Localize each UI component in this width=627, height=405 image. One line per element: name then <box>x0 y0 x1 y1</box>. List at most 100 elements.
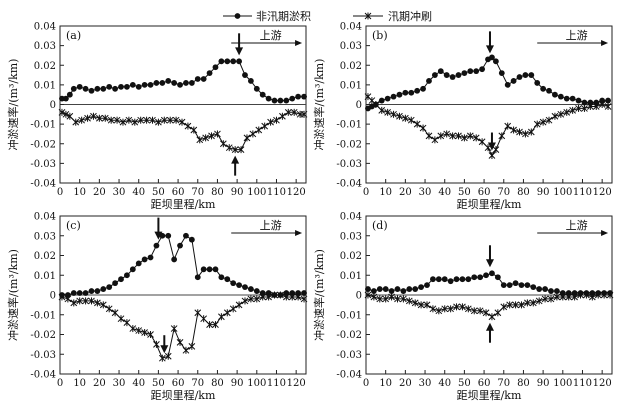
data-point <box>545 116 553 124</box>
data-point <box>82 85 89 92</box>
data-point <box>241 297 249 305</box>
data-point <box>431 72 438 78</box>
data-point <box>117 315 125 323</box>
data-point <box>461 134 468 142</box>
data-point <box>124 272 130 279</box>
data-point <box>283 97 290 104</box>
peak-arrow-head <box>485 259 494 268</box>
legend-item-non-flood-deposition: 非汛期淤积 <box>223 10 311 23</box>
data-point <box>482 309 490 317</box>
data-point <box>188 236 195 243</box>
x-tick-label: 120 <box>593 378 612 389</box>
x-tick-label: 110 <box>573 187 592 198</box>
y-tick-label: 0.04 <box>340 212 362 223</box>
data-point <box>518 282 525 289</box>
data-point <box>206 266 213 273</box>
data-point <box>400 295 407 303</box>
y-tick-label: 0.02 <box>34 251 56 262</box>
y-axis-label: 冲淤速率/(m³/km) <box>312 59 326 151</box>
data-point <box>155 118 162 126</box>
data-point <box>435 307 443 315</box>
data-point <box>289 95 296 102</box>
x-tick-label: 120 <box>287 187 306 198</box>
data-point <box>255 126 263 134</box>
data-point <box>212 266 219 273</box>
data-point <box>426 78 432 84</box>
peak-arrow-head <box>485 322 494 331</box>
peak-arrow <box>231 155 240 176</box>
peak-arrow <box>485 31 494 54</box>
data-point <box>131 118 139 126</box>
data-point <box>411 299 419 307</box>
x-axis-label: 距坝里程/km <box>151 197 216 211</box>
y-tick-label: -0.02 <box>336 139 362 150</box>
data-point <box>78 116 86 124</box>
x-tick-label: 90 <box>537 378 550 389</box>
upstream-arrow-head <box>601 40 609 46</box>
data-point <box>76 290 83 296</box>
data-point <box>581 99 588 106</box>
data-point <box>64 295 72 303</box>
data-point <box>249 130 257 138</box>
data-point <box>129 81 136 88</box>
data-point <box>376 286 383 292</box>
x-tick-label: 30 <box>419 378 432 389</box>
data-point <box>488 313 496 321</box>
data-point <box>294 293 302 301</box>
data-point <box>147 331 154 338</box>
data-point <box>218 274 225 281</box>
data-point <box>516 74 523 80</box>
data-point <box>575 97 582 104</box>
y-tick-label: -0.04 <box>336 370 362 381</box>
x-tick-label: 120 <box>287 378 306 389</box>
data-point <box>88 87 95 94</box>
data-point <box>551 112 559 120</box>
data-point <box>301 290 307 296</box>
data-point <box>594 291 602 299</box>
data-point <box>569 106 576 114</box>
peak-arrow-head <box>154 231 163 240</box>
data-point <box>455 72 462 78</box>
upstream-arrow-head <box>295 230 303 236</box>
y-tick-label: 0.01 <box>340 271 362 282</box>
peak-arrow <box>487 132 496 151</box>
data-point <box>470 307 478 315</box>
data-point <box>388 293 395 301</box>
x-tick-label: 70 <box>191 378 204 389</box>
data-point <box>172 116 180 124</box>
data-point <box>259 290 266 296</box>
x-tick-label: 90 <box>231 187 244 198</box>
panel-label: (a) <box>66 29 81 42</box>
data-point <box>370 293 378 301</box>
x-tick-label: 70 <box>497 187 510 198</box>
data-point <box>489 54 495 61</box>
data-point <box>598 101 606 108</box>
data-point <box>107 116 115 124</box>
data-point <box>76 297 84 305</box>
data-point <box>283 290 290 296</box>
data-point <box>553 293 561 301</box>
data-point <box>129 325 137 333</box>
data-point <box>159 80 166 86</box>
data-point <box>542 286 548 292</box>
x-tick-label: 120 <box>593 187 612 198</box>
data-point <box>141 256 148 263</box>
data-point <box>141 81 148 88</box>
data-point <box>265 293 272 301</box>
data-point <box>533 120 541 128</box>
x-tick-label: 30 <box>113 378 126 389</box>
data-point <box>571 290 578 296</box>
chart-panel-a: -0.04 -0.03 -0.02 -0.01 0 0.01 0.02 0.03 0.04 0 10… <box>6 22 308 211</box>
data-point <box>530 284 537 290</box>
data-point <box>153 340 160 348</box>
data-point <box>253 295 261 303</box>
data-point <box>295 93 302 100</box>
y-axis-label: 冲淤速率/(m³/km) <box>312 249 326 341</box>
y-tick-label: 0.02 <box>340 61 362 72</box>
data-point <box>290 108 298 116</box>
data-point <box>524 282 531 289</box>
peak-arrow <box>160 335 169 354</box>
x-tick-label: 50 <box>152 187 165 198</box>
data-point <box>165 78 172 84</box>
data-point <box>212 64 219 71</box>
